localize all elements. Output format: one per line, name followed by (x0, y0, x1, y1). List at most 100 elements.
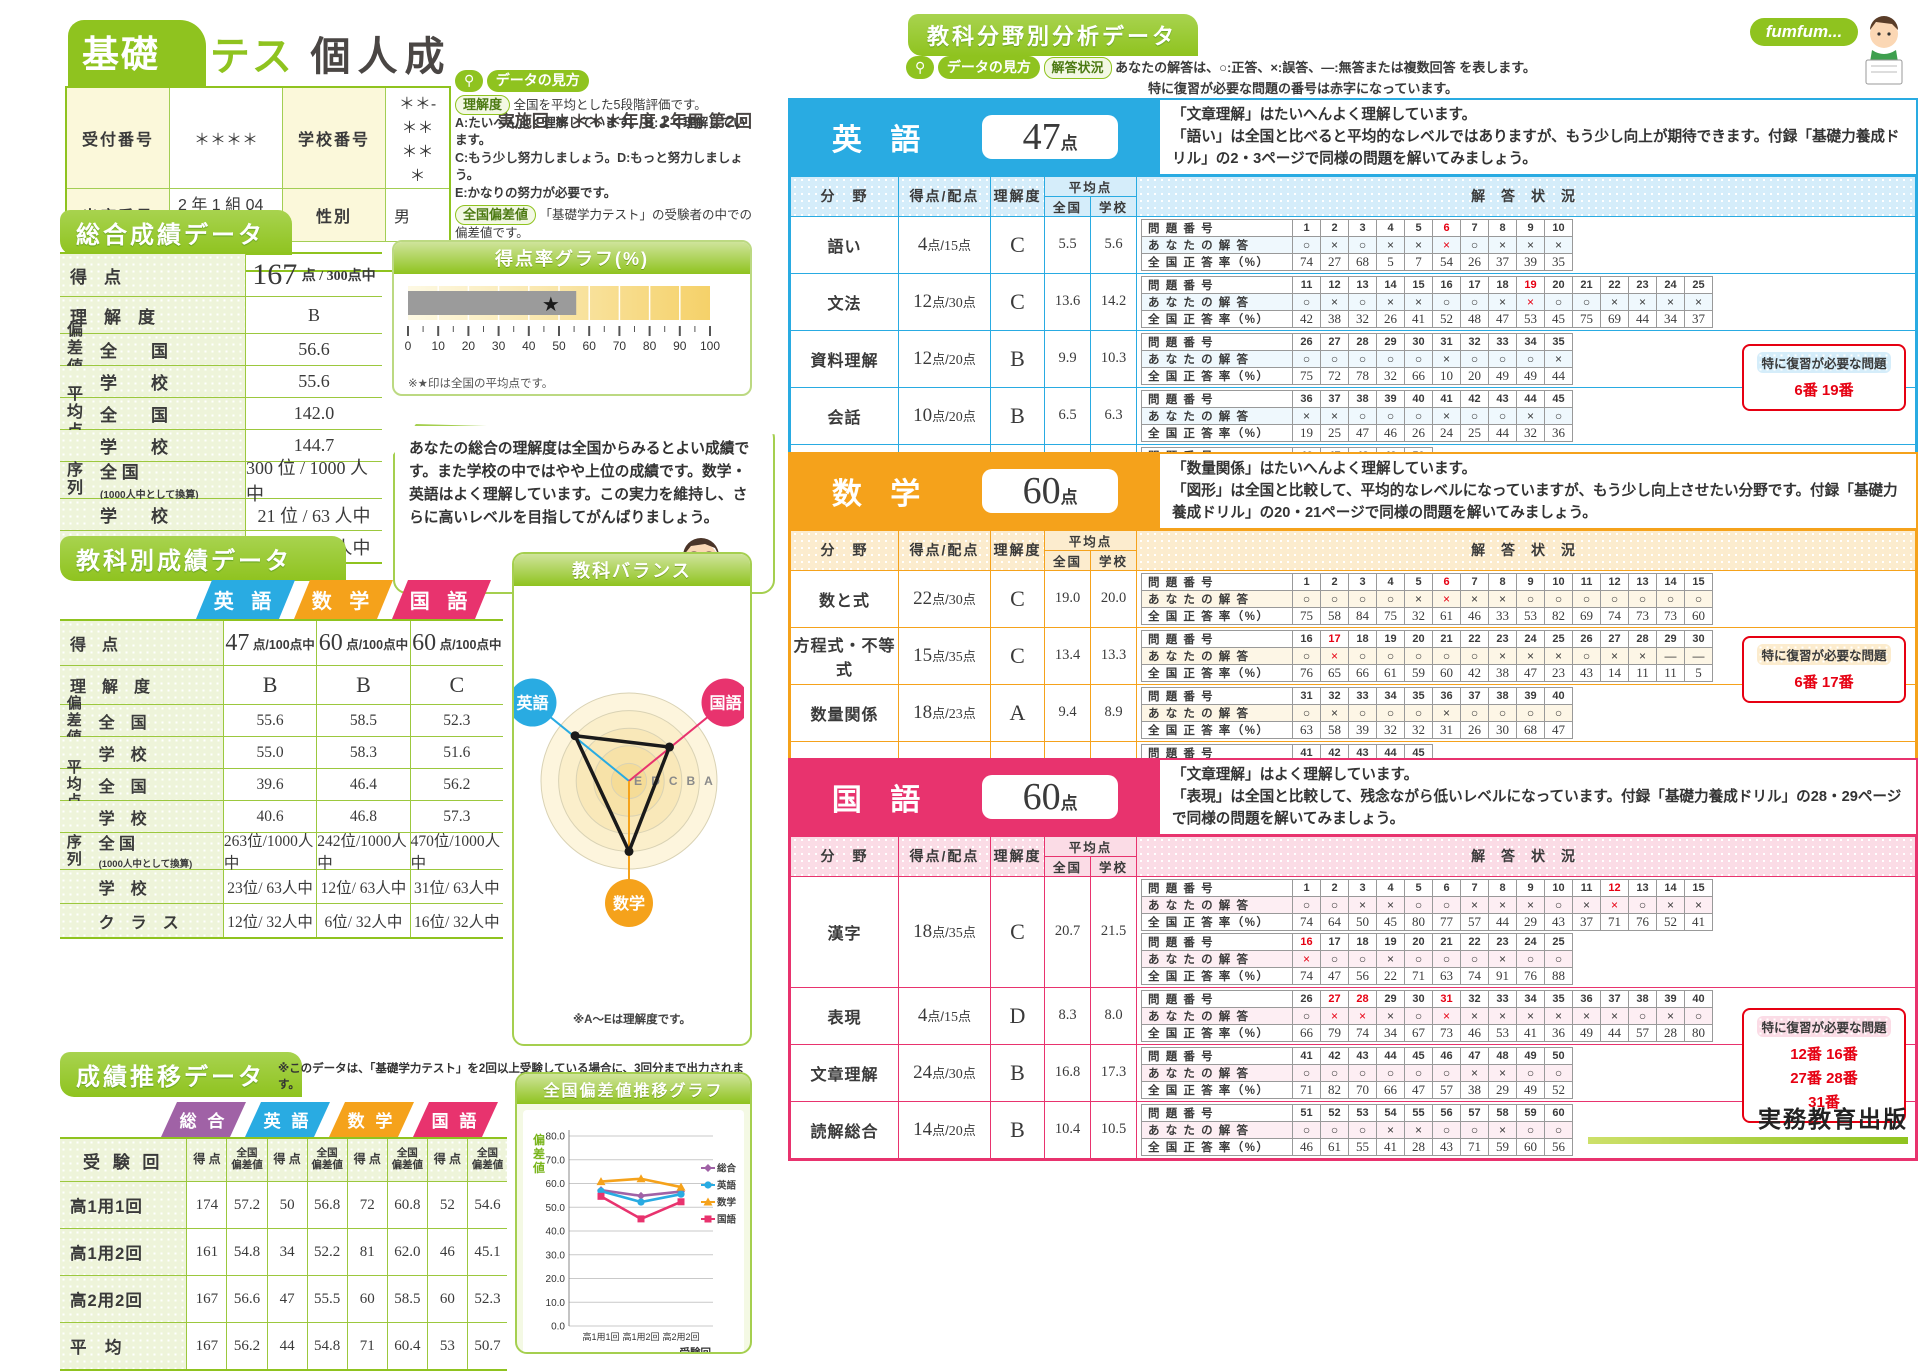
question-number: 36 (1572, 989, 1602, 1008)
answer-mark: × (1292, 949, 1322, 968)
trend-chart-box: 全国偏差値推移グラフ 0.0 10.0 20.0 30.0 40.0 50.0 … (515, 1072, 752, 1354)
correct-rate: 57 (1460, 912, 1490, 931)
question-number: 3 (1348, 218, 1378, 237)
fumfum-character (1865, 16, 1903, 85)
svg-text:10: 10 (432, 339, 446, 353)
grid-rate-label: 全 国 正 答 率（%） (1141, 1023, 1294, 1042)
overall-row-label: 全 国 (1000人中として換算) (90, 462, 245, 501)
field-avg-school: 20.0 (1089, 569, 1138, 628)
field-avg-national: 6.5 (1044, 386, 1091, 445)
svg-text:70.0: 70.0 (546, 1155, 566, 1166)
trend-cell: 47 (266, 1276, 307, 1322)
field-score: 4点/15点 (898, 986, 991, 1045)
svg-text:国語: 国語 (717, 1214, 737, 1226)
answer-mark: × (1320, 235, 1350, 254)
score-rate-chart-title: 得点率グラフ(%) (394, 242, 750, 274)
correct-rate: 34 (1376, 1023, 1406, 1042)
field-level: C (990, 569, 1045, 628)
grid-ans-label: あ な た の 解 答 (1141, 703, 1294, 722)
correct-rate: 41 (1404, 309, 1434, 328)
answer-mark: ○ (1376, 589, 1406, 608)
header-level: 理解度 (990, 529, 1045, 571)
answer-grid: 問 題 番 号 31 32 33 34 35 36 37 38 39 40 あ な た の 解 答 ○ ×… (1141, 686, 1574, 739)
trend-section-title: 成績推移データ (60, 1052, 302, 1097)
question-number: 12 (1600, 572, 1630, 591)
balance-chart-note: ※A〜Eは理解度です。 (572, 1014, 691, 1026)
correct-rate: 32 (1404, 606, 1434, 625)
answer-grid: 問 題 番 号 16 17 18 19 20 21 22 23 24 25 26 27 28 29 30 あ な… (1141, 629, 1714, 682)
question-number: 23 (1628, 275, 1658, 294)
field-score: 10点/20点 (898, 386, 991, 445)
field-name: 会話 (790, 386, 899, 445)
question-number: 33 (1348, 686, 1378, 705)
trend-row-label: 高1用2回 (60, 1229, 187, 1275)
question-number: 30 (1404, 332, 1434, 351)
field-answer-status: 問 題 番 号 1 2 3 4 5 6 7 8 9 10 11 12 13 14 15 あ な た の 解 答 ○… (1136, 569, 1916, 628)
answer-mark: × (1320, 703, 1350, 722)
correct-rate: 60 (1684, 606, 1714, 625)
question-number: 10 (1544, 878, 1574, 897)
answer-mark: ○ (1320, 895, 1350, 914)
subject-score-suffix: 点/100点中 (436, 637, 502, 652)
answer-mark: × (1488, 1120, 1518, 1139)
grid-num-label: 問 題 番 号 (1141, 572, 1294, 591)
svg-text:総合: 総合 (717, 1163, 737, 1175)
correct-rate: 39 (1348, 720, 1378, 739)
answer-mark: ○ (1628, 589, 1658, 608)
grid-rate-label: 全 国 正 答 率（%） (1141, 309, 1294, 328)
correct-rate: 68 (1348, 252, 1378, 271)
field-row: 文章理解 24点/30点 B 16.8 17.3 問 題 番 号 41 42 43 44… (790, 1043, 1916, 1102)
field-avg-national: 5.5 (1044, 215, 1091, 274)
field-avg-national: 20.7 (1044, 875, 1091, 988)
answer-mark: ○ (1348, 646, 1378, 665)
correct-rate: 76 (1516, 966, 1546, 985)
field-name: 数と式 (790, 569, 899, 628)
svg-text:90: 90 (673, 339, 687, 353)
answer-mark: ○ (1292, 646, 1322, 665)
question-number: 34 (1376, 686, 1406, 705)
subject-cell-value: 31位/ 63人中 (413, 879, 500, 897)
question-number: 45 (1404, 1046, 1434, 1065)
answer-grid: 問 題 番 号 1 2 3 4 5 6 7 8 9 10 11 12 13 14 15 あ な た の 解 答 ○… (1141, 572, 1714, 625)
answer-mark: × (1320, 406, 1350, 425)
subject-cell-value: 6位/ 32人中 (324, 913, 403, 931)
field-score: 15点/35点 (898, 626, 991, 685)
svg-text:値: 値 (532, 1160, 545, 1175)
header-level: 理解度 (990, 175, 1045, 217)
answer-mark: ○ (1404, 1063, 1434, 1082)
question-number: 17 (1320, 629, 1350, 648)
field-row: 読解総合 14点/20点 B 10.4 10.5 問 題 番 号 51 52 53 54… (790, 1100, 1916, 1159)
answer-mark: ○ (1544, 406, 1574, 425)
overall-row-label: 学 校 (90, 366, 245, 397)
correct-rate: 30 (1488, 720, 1518, 739)
subject-score-suffix: 点/100点中 (342, 637, 409, 652)
question-number: 31 (1432, 989, 1462, 1008)
question-number: 4 (1376, 878, 1406, 897)
answer-grid: 問 題 番 号 36 37 38 39 40 41 42 43 44 45 あ な た の 解 答 × ×… (1141, 389, 1574, 442)
correct-rate: 26 (1460, 720, 1490, 739)
subject-description: 「数量関係」はたいへんよく理解しています。 「図形」は全国と比較して、平均的なレベ… (1172, 461, 1898, 521)
subject-cell-value: 58.5 (349, 711, 377, 729)
correct-rate: 66 (1376, 1080, 1406, 1099)
field-avg-school: 14.2 (1089, 272, 1138, 331)
analysis-subject-section: 国 語 60 点 「文章理解」はよく理解しています。 「表現」は全国と比較して、残念… (788, 758, 1918, 1161)
trend-cell: 46 (426, 1229, 467, 1275)
question-number: 44 (1516, 389, 1546, 408)
question-number: 27 (1600, 629, 1630, 648)
question-number: 37 (1600, 989, 1630, 1008)
trend-cell: 52 (426, 1182, 467, 1228)
trend-cell: 50 (266, 1182, 307, 1228)
correct-rate: 36 (1544, 423, 1574, 442)
overall-value: 300 位 / 1000 人中 (246, 458, 369, 504)
field-name: 文法 (790, 272, 899, 331)
answer-mark: ○ (1572, 292, 1602, 311)
answer-mark: ○ (1656, 589, 1686, 608)
correct-rate: 29 (1488, 1080, 1518, 1099)
correct-rate: 44 (1488, 912, 1518, 931)
question-number: 24 (1516, 932, 1546, 951)
question-number: 57 (1460, 1103, 1490, 1122)
question-number: 42 (1320, 1046, 1350, 1065)
trend-tab: 国 語 (413, 1102, 498, 1137)
guide-tag: 全国偏差値 (455, 205, 537, 226)
